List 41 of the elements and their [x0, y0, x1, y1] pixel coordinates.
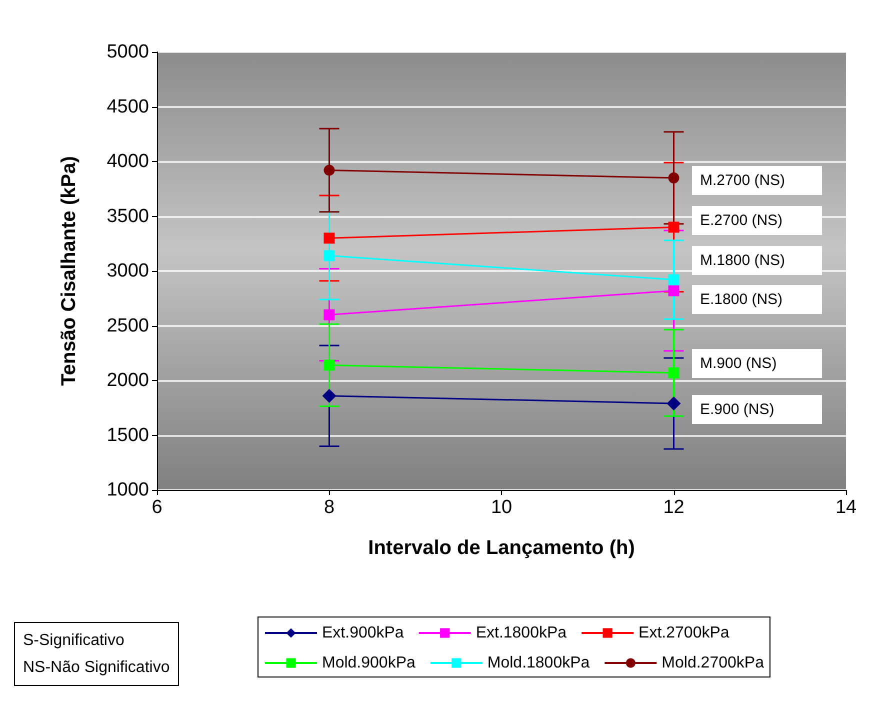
point: [668, 367, 680, 378]
legend-label: Ext.1800kPa: [476, 624, 567, 642]
text: S-Significativo NS-Não Significativo: [23, 631, 170, 678]
legend-label: Ext.900kPa: [322, 624, 404, 642]
note-box: M.2700 (NS): [692, 166, 822, 195]
point: [324, 232, 335, 244]
x-tick-label: 8: [324, 497, 335, 518]
point: [668, 274, 680, 286]
y-tick-label: 3000: [106, 260, 149, 282]
y-tick-label: 5000: [106, 42, 149, 62]
note-box: E.2700 (NS): [692, 206, 822, 235]
y-axis-title: Tensão Cisalhante (kPa): [58, 156, 80, 386]
point: [324, 309, 335, 320]
x-tick-label: 14: [835, 497, 857, 518]
point: [324, 360, 335, 371]
legend-label: Ext.2700kPa: [638, 624, 730, 642]
point: [668, 172, 680, 184]
legend-label: Mold.2700kPa: [662, 654, 764, 672]
note-box: M.1800 (NS): [692, 246, 822, 275]
point: [666, 396, 681, 410]
x-tick-label: 12: [663, 497, 684, 518]
note-box: E.900 (NS): [692, 395, 822, 424]
note-box: E.1800 (NS): [692, 285, 822, 314]
y-tick-label: 4500: [106, 96, 149, 118]
x-axis-title: Intervalo de Lançamento (h): [368, 537, 635, 559]
note-box: M.900 (NS): [692, 349, 822, 378]
y-tick-label: 2000: [106, 370, 149, 391]
y-tick-label: 2500: [106, 315, 149, 336]
point: [324, 164, 335, 176]
legend-label: Mold.900kPa: [322, 654, 416, 672]
x-tick-label: 10: [490, 497, 512, 518]
point: [322, 388, 336, 403]
x-tick-label: 6: [152, 497, 162, 518]
point: [324, 250, 335, 262]
y-tick-label: 4000: [106, 151, 149, 172]
point: [668, 222, 680, 233]
y-tick-label: 1500: [106, 424, 149, 446]
legend-label: Mold.1800kPa: [487, 654, 590, 672]
y-tick-label: 3500: [106, 206, 149, 227]
point: [668, 285, 680, 296]
y-tick-label: 1000: [106, 480, 149, 500]
